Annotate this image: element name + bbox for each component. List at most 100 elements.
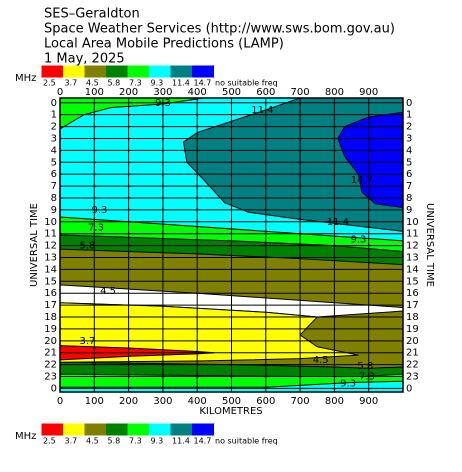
y-tick-label: 21 <box>406 348 419 359</box>
y-tick-label: 17 <box>406 300 419 311</box>
legend-swatch <box>192 65 215 78</box>
grid <box>59 97 404 393</box>
contour-label: 5.8 <box>79 241 95 252</box>
y-tick-label: 3 <box>51 133 57 144</box>
x-tick-label: 400 <box>188 87 207 98</box>
legend-label: 9.3 <box>151 437 164 446</box>
x-tick-label: 200 <box>119 396 138 407</box>
x-tick-label: 700 <box>291 396 310 407</box>
contour-label: 9.3 <box>340 379 356 390</box>
y-tick-label: 15 <box>44 276 57 287</box>
y-tick-label: 5 <box>406 157 412 168</box>
legend-unit: MHz <box>15 73 36 84</box>
contour-label: 4.5 <box>100 286 116 297</box>
legend-label: 14.7 <box>194 437 212 446</box>
legend-label: no suitable freq <box>215 437 278 446</box>
x-tick-label: 900 <box>359 396 378 407</box>
y-tick-label: 13 <box>406 252 419 263</box>
y-tick-label: 14 <box>406 264 419 275</box>
y-tick-label: 7 <box>51 181 57 192</box>
contour-label: 9.3 <box>91 205 107 216</box>
y-tick-label: 22 <box>406 360 419 371</box>
y-tick-label: 13 <box>44 252 57 263</box>
y-tick-label: 0 <box>51 383 57 394</box>
y-tick-label: 0 <box>406 98 412 109</box>
y-tick-label: 23 <box>44 372 57 383</box>
legend-swatch <box>170 423 193 436</box>
legend-label: 3.7 <box>65 437 78 446</box>
x-tick-label: 700 <box>291 87 310 98</box>
y-tick-label: 9 <box>406 205 412 216</box>
y-tick-label: 19 <box>406 324 419 335</box>
legend-swatch <box>41 65 64 78</box>
y-tick-label: 23 <box>406 372 419 383</box>
y-tick-label: 15 <box>406 276 419 287</box>
y-tick-label: 16 <box>406 288 419 299</box>
y-tick-label: 20 <box>406 336 419 347</box>
y-tick-label: 6 <box>406 169 412 180</box>
title-line: SES–Geraldton <box>44 7 140 22</box>
y-tick-label: 10 <box>44 217 57 228</box>
contour-label: 5.8 <box>357 361 373 372</box>
legend-label: 2.5 <box>43 79 56 88</box>
contour-label: 3.7 <box>79 336 95 347</box>
legend-label: 14.7 <box>194 79 212 88</box>
legend-label: no suitable freq <box>215 79 278 88</box>
legend-swatch <box>106 423 129 436</box>
legend-label: 2.5 <box>43 437 56 446</box>
contour-label: 4.5 <box>313 355 329 366</box>
y-tick-label: 12 <box>406 241 419 252</box>
y-tick-label: 18 <box>406 312 419 323</box>
contour-region <box>60 98 205 130</box>
legend-swatch <box>149 423 172 436</box>
x-tick-label: 800 <box>325 87 344 98</box>
x-tick-label: 500 <box>222 396 241 407</box>
y-tick-label: 7 <box>406 181 412 192</box>
legend-swatch <box>170 65 193 78</box>
y-tick-label: 17 <box>44 300 57 311</box>
y-tick-label: 2 <box>51 122 57 133</box>
y-tick-label: 11 <box>406 229 419 240</box>
y-tick-label: 3 <box>406 133 412 144</box>
x-tick-label: 100 <box>85 87 104 98</box>
legend-swatch <box>41 423 64 436</box>
contour-label: 9.3 <box>155 98 171 109</box>
title-line: Local Area Mobile Predictions (LAMP) <box>44 37 284 52</box>
y-tick-label: 9 <box>51 205 57 216</box>
legend-swatch <box>106 65 129 78</box>
y-axis-label: UNIVERSAL TIME <box>29 203 40 287</box>
y-tick-label: 2 <box>406 122 412 133</box>
legend-swatch <box>214 424 236 435</box>
legend-swatch <box>149 65 172 78</box>
x-tick-label: 500 <box>222 87 241 98</box>
title-line: Space Weather Services (http://www.sws.b… <box>44 22 395 37</box>
x-tick-label: 900 <box>359 87 378 98</box>
legend-swatch <box>84 65 107 78</box>
legend-label: 9.3 <box>151 79 164 88</box>
legend-label: 7.3 <box>129 437 142 446</box>
x-tick-label: 0 <box>57 396 63 407</box>
x-tick-label: 0 <box>57 87 63 98</box>
legend-swatch <box>214 66 236 77</box>
title: SES–Geraldton Space Weather Services (ht… <box>44 7 395 67</box>
legend-swatch <box>63 423 86 436</box>
legend-label: 3.7 <box>65 79 78 88</box>
y-tick-label: 11 <box>44 229 57 240</box>
legend-label: 4.5 <box>86 437 99 446</box>
x-tick-label: 300 <box>153 87 172 98</box>
title-line: 1 May, 2025 <box>44 52 125 67</box>
legend-label: 4.5 <box>86 79 99 88</box>
y-tick-label: 5 <box>51 157 57 168</box>
contour-label: 11.4 <box>327 217 349 228</box>
contour-label: 11.4 <box>251 105 273 116</box>
contour-label: 7.3 <box>359 372 375 383</box>
x-tick-label: 800 <box>325 396 344 407</box>
x-tick-label: 300 <box>153 396 172 407</box>
y-tick-label: 8 <box>406 193 412 204</box>
y-tick-label: 20 <box>44 336 57 347</box>
legend-swatch <box>84 423 107 436</box>
y-tick-label: 18 <box>44 312 57 323</box>
x-tick-label: 100 <box>85 396 104 407</box>
legend-unit: MHz <box>15 431 36 442</box>
